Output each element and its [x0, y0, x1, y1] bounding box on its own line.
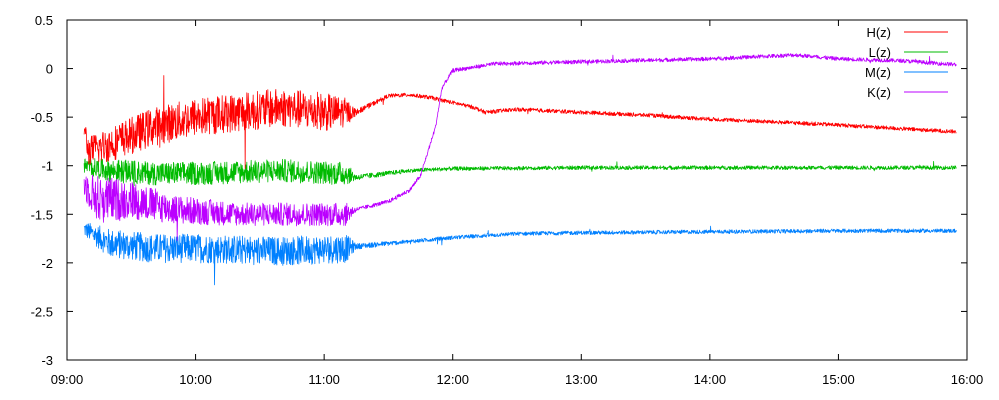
y-tick-label: -3 — [41, 353, 53, 368]
x-tick-label: 16:00 — [951, 372, 984, 387]
x-tick-label: 12:00 — [436, 372, 469, 387]
axes-layer: 09:00 10:00 11:00 12:00 13:00 14:00 15:00 16:00… — [31, 13, 984, 387]
y-tick-label: -0.5 — [31, 110, 53, 125]
legend-label: M(z) — [865, 65, 891, 80]
legend-label: H(z) — [866, 25, 891, 40]
x-tick-label: 13:00 — [565, 372, 598, 387]
y-tick-label: 0 — [46, 62, 53, 77]
series-line-hz — [83, 75, 957, 170]
x-tick-label: 09:00 — [51, 372, 84, 387]
y-tick-label: 0.5 — [35, 13, 53, 28]
x-tick-label: 10:00 — [179, 372, 212, 387]
series-line-kz — [83, 53, 957, 241]
y-tick-label: -2.5 — [31, 304, 53, 319]
series-line-mz — [83, 223, 957, 286]
plot-frame — [66, 19, 968, 361]
series-layer — [83, 53, 957, 286]
legend-label: L(z) — [869, 45, 891, 60]
y-tick-label: -1 — [41, 159, 53, 174]
y-tick-label: -1.5 — [31, 207, 53, 222]
x-tick-label: 15:00 — [822, 372, 855, 387]
y-tick-label: -2 — [41, 256, 53, 271]
x-tick-label: 14:00 — [694, 372, 727, 387]
series-line-lz — [83, 158, 957, 187]
x-tick-label: 11:00 — [308, 372, 340, 387]
legend-label: K(z) — [867, 85, 891, 100]
legend: H(z) L(z) M(z) K(z) — [865, 25, 948, 100]
